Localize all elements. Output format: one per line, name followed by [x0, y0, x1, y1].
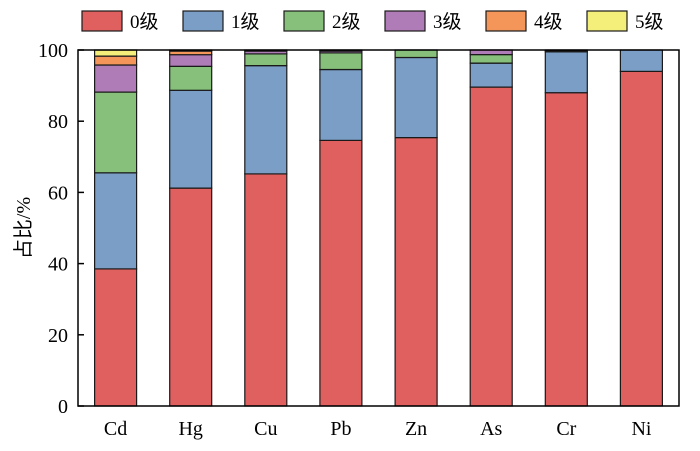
bar-segment-cu-level-0	[244, 173, 288, 407]
y-tick-label: 100	[38, 40, 68, 62]
bar-segment-cd-level-1	[93, 172, 138, 270]
y-tick-label: 20	[48, 325, 68, 347]
legend-label: 0级	[130, 11, 159, 33]
legend-label: 2级	[332, 11, 361, 33]
x-tick-label-ni: Ni	[631, 418, 651, 440]
bar-segment-pb-level-1	[319, 68, 363, 142]
bar-segment-cd-level-5	[93, 49, 138, 57]
legend-item-5: 5级	[586, 10, 664, 33]
bar-segment-zn-level-0	[394, 137, 438, 407]
legend-item-3: 3级	[384, 10, 462, 33]
x-tick-label-cu: Cu	[254, 418, 277, 440]
legend-label: 3级	[433, 11, 462, 33]
y-tick-label: 0	[58, 396, 68, 418]
x-tick-label-pb: Pb	[330, 418, 351, 440]
bar-segment-cd-level-2	[93, 91, 138, 174]
legend-item-0: 0级	[81, 10, 159, 33]
legend-item-1: 1级	[182, 10, 260, 33]
legend-swatch	[283, 10, 325, 32]
legend-item-2: 2级	[283, 10, 361, 33]
bar-segment-pb-level-0	[319, 139, 363, 407]
bar-segment-cr-level-0	[544, 92, 588, 407]
x-tick-label-hg: Hg	[178, 418, 202, 440]
legend-label: 1级	[231, 11, 260, 33]
legend-item-4: 4级	[485, 10, 563, 33]
bar-segment-cd-level-0	[93, 268, 138, 407]
bar-segment-zn-level-2	[394, 49, 438, 59]
x-tick-label-zn: Zn	[405, 418, 427, 440]
legend-swatch	[485, 10, 527, 32]
bar-segment-cd-level-3	[93, 64, 138, 93]
bar-segment-hg-level-3	[169, 53, 213, 67]
bar-segment-pb-level-2	[319, 52, 363, 71]
x-tick-label-as: As	[480, 418, 502, 440]
bar-segment-cr-level-1	[544, 51, 588, 94]
x-tick-label-cd: Cd	[104, 418, 127, 440]
legend-swatch	[81, 10, 123, 32]
bar-segment-cu-level-1	[244, 65, 288, 175]
legend-label: 4级	[534, 11, 563, 33]
y-tick-label: 80	[48, 111, 68, 133]
y-tick-label: 40	[48, 254, 68, 276]
bar-segment-hg-level-2	[169, 65, 213, 91]
x-tick-label-cr: Cr	[556, 418, 576, 440]
bar-segment-as-level-0	[469, 86, 513, 407]
bar-segment-as-level-1	[469, 62, 513, 88]
legend-swatch	[182, 10, 224, 32]
legend-label: 5级	[635, 11, 664, 33]
bar-segment-hg-level-1	[169, 89, 213, 189]
y-tick-label: 60	[48, 182, 68, 204]
bar-segment-ni-level-0	[619, 70, 664, 407]
bar-segment-hg-level-0	[169, 187, 213, 407]
bar-segment-ni-level-1	[619, 49, 664, 72]
bars	[93, 49, 664, 407]
legend-swatch	[586, 10, 628, 32]
y-axis-title: 占比/%	[12, 197, 35, 259]
legend: 0级 1级 2级 3级 4级 5级	[81, 10, 664, 33]
axes: 0 20 40 60 80 100 Cd Hg Cu Pb Zn As Cr Ni	[38, 40, 680, 440]
bar-segment-cu-level-2	[244, 53, 288, 67]
plot-frame	[77, 49, 680, 407]
bar-segment-as-level-2	[469, 53, 513, 64]
bar-segment-zn-level-1	[394, 56, 438, 139]
legend-swatch	[384, 10, 426, 32]
bar-segment-cd-level-4	[93, 55, 138, 66]
